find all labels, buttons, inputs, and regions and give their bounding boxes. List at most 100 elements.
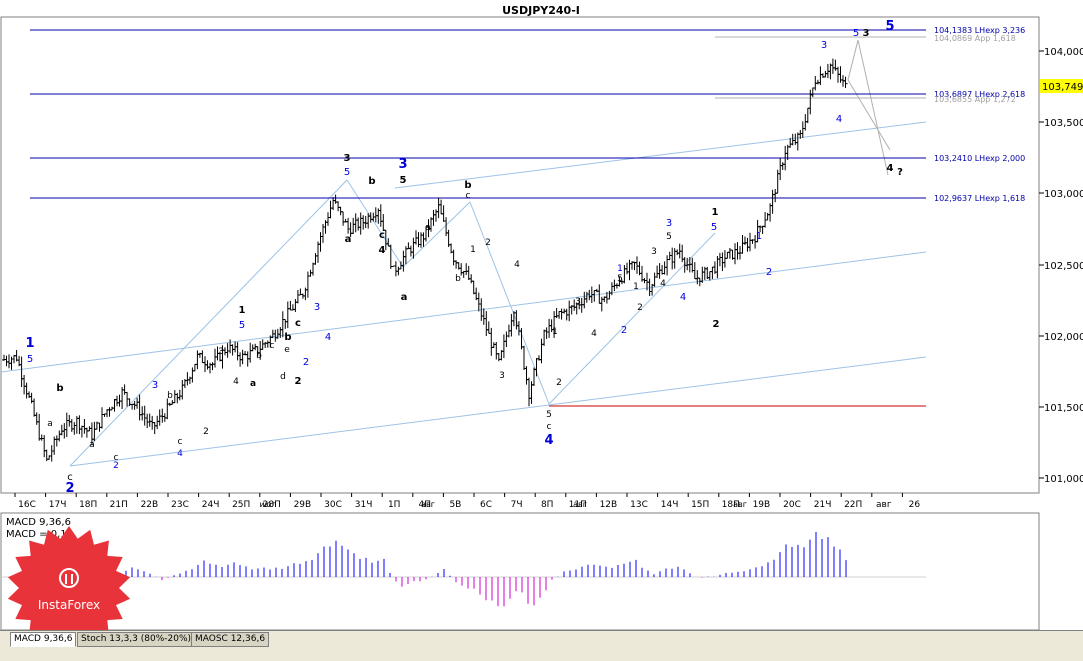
wave-label: 5 bbox=[239, 320, 245, 331]
wave-label: 1 bbox=[712, 207, 719, 218]
time-tick-label: авг bbox=[421, 500, 435, 509]
wave-label: d bbox=[280, 372, 286, 382]
time-tick-label: авг bbox=[876, 500, 892, 510]
time-tick-label: 22В bbox=[141, 500, 159, 510]
time-tick-label: 11П bbox=[569, 500, 587, 510]
wave-label: 1 bbox=[552, 327, 558, 337]
wave-label: 1 bbox=[756, 231, 762, 242]
wave-label: 3 bbox=[344, 153, 351, 164]
wave-label: c bbox=[547, 422, 552, 432]
wave-label: 2 bbox=[295, 376, 302, 387]
wave-label: a bbox=[89, 440, 95, 450]
fib-levels: 104,1383 LHexp 3,236 104,0869 App 1,618 … bbox=[30, 26, 1025, 203]
time-tick-label: 5В bbox=[449, 500, 461, 510]
time-tick-label: 21П bbox=[110, 500, 128, 510]
time-tick-label: 23С bbox=[171, 500, 189, 510]
wave-label: 2 bbox=[65, 481, 74, 496]
candle bbox=[843, 76, 848, 88]
time-tick-label: 12В bbox=[600, 500, 618, 510]
forecast-lines bbox=[715, 36, 926, 176]
wave-label: 2 bbox=[203, 427, 209, 437]
wave-label: a bbox=[401, 292, 408, 303]
wave-label: 5 bbox=[27, 354, 33, 365]
wave-label: 2 bbox=[556, 378, 562, 388]
chart-title: USDJPY240-I bbox=[502, 4, 580, 17]
wave-label: b bbox=[464, 180, 471, 191]
wave-label: b bbox=[256, 351, 262, 361]
wave-label: b bbox=[455, 274, 461, 284]
wave-label: 5 bbox=[400, 175, 407, 186]
wave-label: a bbox=[345, 234, 352, 245]
wave-label: a bbox=[425, 223, 431, 233]
wave-label: 5 bbox=[666, 232, 672, 242]
wave-label: c bbox=[295, 318, 301, 329]
status-strip bbox=[0, 647, 1083, 661]
time-tick-label: 30С bbox=[324, 500, 342, 510]
wave-label: 2 bbox=[113, 461, 119, 471]
wave-label: 2 bbox=[637, 303, 643, 313]
wave-label: b bbox=[368, 176, 375, 187]
wave-label: 3 bbox=[575, 297, 581, 307]
wave-label: 3 bbox=[218, 347, 224, 357]
current-price-box bbox=[1040, 79, 1083, 93]
current-price-label: 103,749 bbox=[1042, 82, 1083, 93]
wave-label: 4 bbox=[177, 449, 183, 459]
time-tick-label: 24Ч bbox=[202, 500, 220, 510]
wave-label: c bbox=[178, 437, 183, 447]
level-label: 103,2410 LHexp 2,000 bbox=[934, 154, 1025, 163]
wave-label: 3 bbox=[314, 302, 320, 313]
price-axis: 104,000 103,500 103,000 102,500 102,000 … bbox=[1039, 47, 1083, 485]
wave-label: 1 bbox=[239, 305, 246, 316]
time-tick-label: 25П bbox=[232, 500, 250, 510]
time-tick-label: 17Ч bbox=[49, 500, 67, 510]
time-tick-label: 18П bbox=[79, 500, 97, 510]
wave-label: b bbox=[284, 332, 291, 343]
time-tick-label: 4П bbox=[419, 500, 432, 510]
wave-label: 3 bbox=[398, 157, 407, 172]
tab-maosc[interactable]: MAOSC 12,36,6 bbox=[191, 632, 270, 647]
time-tick-label: 22П bbox=[844, 500, 862, 510]
wave-label: 2 bbox=[766, 267, 772, 278]
price-tick-label: 103,000 bbox=[1044, 189, 1083, 200]
wave-label: 4 bbox=[680, 292, 686, 303]
wave-label: 4 bbox=[591, 329, 597, 339]
tab-stoch[interactable]: Stoch 13,3,3 (80%-20%) bbox=[77, 632, 196, 647]
wave-label: 3 bbox=[666, 218, 672, 229]
macd-title: MACD 9,36,6 bbox=[6, 517, 71, 528]
wave-label: 3 bbox=[499, 371, 505, 381]
wave-label: a bbox=[47, 419, 53, 429]
price-tick-label: 102,500 bbox=[1044, 261, 1083, 272]
wave-label: a bbox=[250, 379, 256, 389]
time-tick-label: 13С bbox=[630, 500, 648, 510]
wave-label: 3 bbox=[152, 380, 158, 391]
price-tick-label: 102,000 bbox=[1044, 332, 1083, 343]
wave-label: c bbox=[466, 191, 471, 201]
wave-label: 5 bbox=[711, 222, 717, 233]
wave-label: 5 bbox=[344, 167, 350, 178]
tab-macd[interactable]: MACD 9,36,6 bbox=[10, 632, 77, 647]
wave-label: 3 bbox=[651, 247, 657, 257]
wave-label: c bbox=[67, 472, 73, 483]
wave-label: c bbox=[270, 341, 275, 351]
wave-label: c bbox=[379, 230, 385, 241]
wave-label: 5 bbox=[617, 274, 623, 284]
level-label: 103,6855 App 1,272 bbox=[934, 95, 1016, 104]
wave-label: 5 bbox=[885, 19, 894, 34]
time-tick-label: 7Ч bbox=[511, 500, 523, 510]
price-tick-label: 101,500 bbox=[1044, 403, 1083, 414]
wave-label: 3 bbox=[863, 28, 870, 39]
time-tick-label: 8П bbox=[541, 500, 554, 510]
indicator-tabs: MACD 9,36,6 Stoch 13,3,3 (80%-20%) MAOSC… bbox=[0, 630, 1083, 647]
time-tick-label: 15П bbox=[691, 500, 709, 510]
time-tick-label: 28П bbox=[263, 500, 281, 510]
wave-label: 2 bbox=[485, 238, 491, 248]
price-tick-label: 103,500 bbox=[1044, 118, 1083, 129]
time-tick-label: 31Ч bbox=[355, 500, 373, 510]
time-tick-label: 19В bbox=[753, 500, 771, 510]
logo-icon bbox=[59, 568, 79, 588]
macd-value: MACD = 0,11 bbox=[6, 529, 73, 540]
wave-label: 5 bbox=[546, 410, 552, 420]
